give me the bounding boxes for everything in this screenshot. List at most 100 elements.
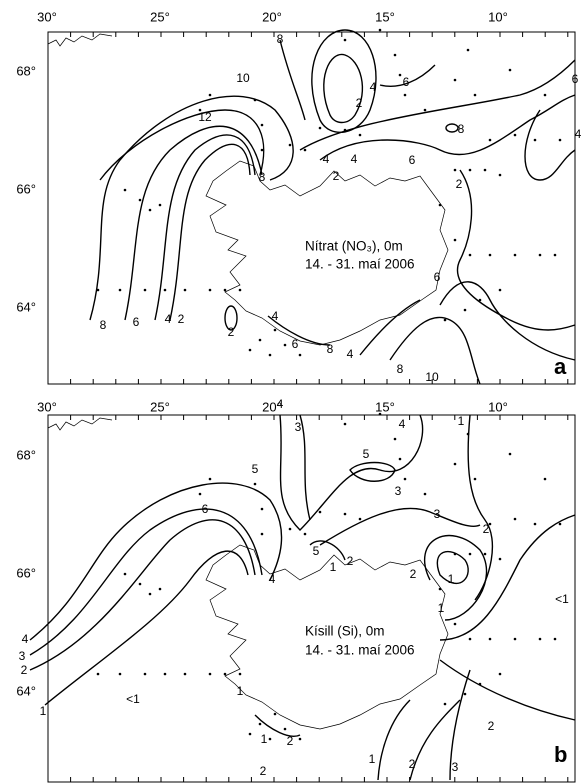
- longitude-label: 10°: [488, 9, 508, 24]
- station: [148, 208, 152, 212]
- contour-label: <1: [555, 592, 569, 606]
- station: [138, 582, 142, 586]
- station: [398, 457, 402, 461]
- station: [558, 522, 562, 526]
- map-date: 14. - 31. maí 2006: [305, 257, 415, 272]
- longitude-label: 10°: [488, 399, 508, 414]
- contour-label: 4: [269, 572, 276, 586]
- station: [318, 510, 322, 514]
- contour-label: 2: [409, 757, 416, 771]
- station: [260, 123, 264, 127]
- station: [378, 28, 382, 32]
- station: [453, 462, 457, 466]
- contour-label: 1: [330, 560, 337, 574]
- contour: [44, 550, 249, 706]
- station: [443, 702, 447, 706]
- contour: [154, 134, 256, 321]
- contour-label: 2: [333, 169, 340, 183]
- station: [508, 68, 512, 72]
- contour: [254, 714, 301, 737]
- station: [533, 138, 537, 142]
- contour: [29, 508, 263, 656]
- station: [498, 288, 502, 292]
- station: [358, 133, 362, 137]
- contour: [124, 125, 263, 321]
- contour: [389, 316, 481, 385]
- station: [198, 492, 202, 496]
- contour: [319, 507, 481, 546]
- contour: [29, 482, 283, 641]
- station: [453, 622, 457, 626]
- station: [343, 422, 347, 426]
- contour: [377, 699, 411, 781]
- contour-label: 8: [100, 318, 107, 332]
- map-frame: [47, 414, 576, 783]
- contour-label: 4: [277, 397, 284, 411]
- contour: [439, 514, 576, 641]
- contour: [359, 299, 421, 356]
- contour: [467, 414, 493, 601]
- station: [208, 477, 212, 481]
- panel-letter: b: [554, 742, 567, 767]
- station: [463, 308, 467, 312]
- contour-label: 6: [292, 337, 299, 351]
- contour-label: 6: [403, 75, 410, 89]
- station: [143, 672, 147, 676]
- contour-label: 6: [409, 153, 416, 167]
- contour-label: 6: [434, 270, 441, 284]
- station: [260, 532, 264, 536]
- latitude-label: 66°: [16, 181, 36, 196]
- contour: [99, 109, 265, 181]
- station: [358, 517, 362, 521]
- panel-letter: a: [554, 354, 567, 379]
- station: [553, 253, 557, 257]
- contour: [423, 534, 488, 621]
- station: [463, 692, 467, 696]
- contour-label: 2: [21, 663, 28, 677]
- contour: [323, 53, 364, 124]
- longitude-label: 20°: [262, 9, 282, 24]
- contour-label: <1: [126, 692, 140, 706]
- station: [208, 672, 212, 676]
- station: [403, 93, 407, 97]
- contour-label: 6: [202, 502, 209, 516]
- station: [258, 722, 262, 726]
- contour-label: 8: [397, 362, 404, 376]
- station: [183, 288, 187, 292]
- contour-label: 4: [323, 152, 330, 166]
- station: [343, 128, 347, 132]
- station: [468, 637, 472, 641]
- station: [513, 253, 517, 257]
- contour-label: 4: [399, 417, 406, 431]
- contour-label: 2: [178, 312, 185, 326]
- station: [253, 482, 257, 486]
- station: [298, 353, 302, 357]
- station: [498, 173, 502, 177]
- station: [488, 522, 492, 526]
- contour-label: 5: [313, 544, 320, 558]
- contour: [319, 94, 576, 161]
- contour: [311, 29, 377, 133]
- station: [283, 343, 287, 347]
- contour-label: 2: [228, 325, 235, 339]
- contour-label: 12: [198, 110, 212, 124]
- station: [298, 737, 302, 741]
- station: [543, 93, 547, 97]
- contour: [224, 305, 238, 331]
- station: [248, 348, 252, 352]
- longitude-label: 15°: [375, 399, 395, 414]
- station: [438, 203, 442, 207]
- contour-label: 8: [277, 32, 284, 46]
- contour: [267, 315, 331, 346]
- latitude-label: 66°: [16, 565, 36, 580]
- contour: [524, 109, 576, 181]
- station: [143, 288, 147, 292]
- station: [538, 253, 542, 257]
- station: [488, 637, 492, 641]
- station: [96, 672, 100, 676]
- station: [158, 203, 162, 207]
- station: [303, 532, 307, 536]
- station: [473, 93, 477, 97]
- contour-label: 2: [483, 522, 490, 536]
